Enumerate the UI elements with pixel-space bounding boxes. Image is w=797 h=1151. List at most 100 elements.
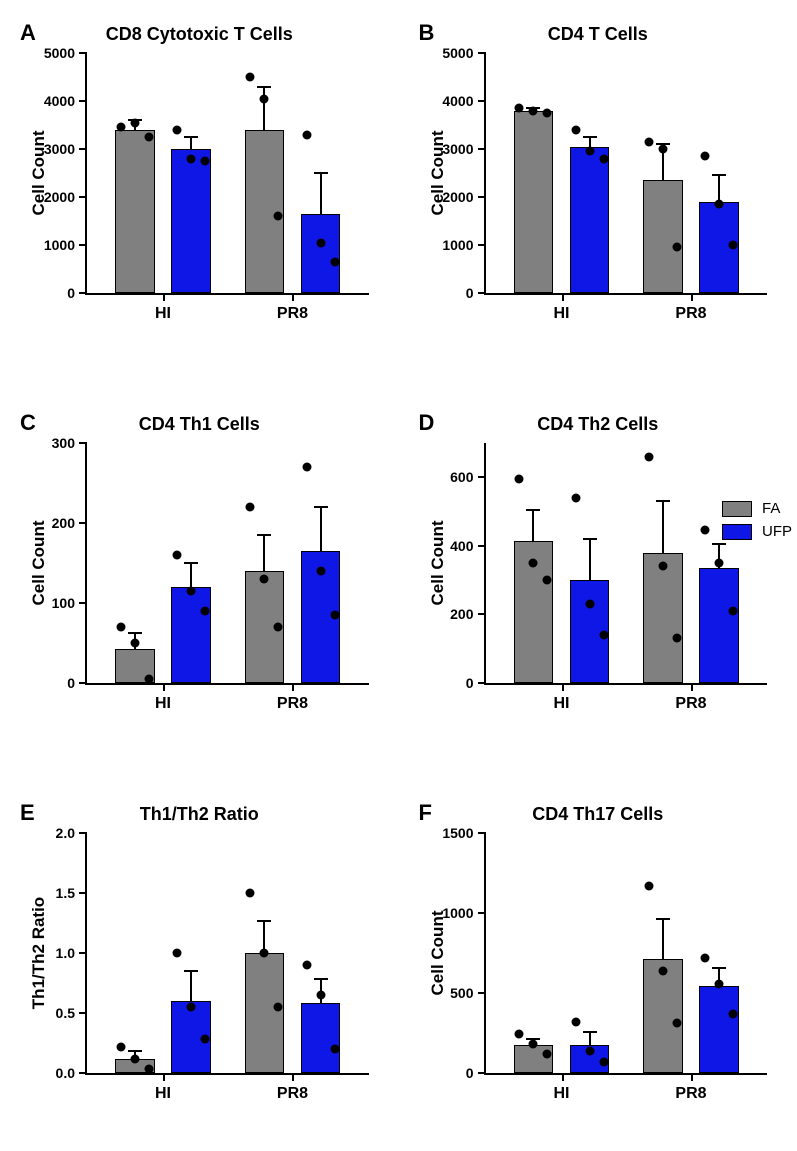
- data-point: [130, 118, 139, 127]
- data-point: [330, 257, 339, 266]
- y-tick-label: 5000: [442, 45, 485, 61]
- data-point: [585, 1046, 594, 1055]
- x-axis: HI PR8: [486, 1073, 768, 1113]
- error-cap: [314, 978, 328, 980]
- y-tick-label: 1.0: [56, 945, 87, 961]
- x-group-label: PR8: [675, 1085, 706, 1103]
- error-bar: [532, 510, 534, 541]
- data-point: [274, 1003, 283, 1012]
- y-tick-label: 200: [52, 515, 87, 531]
- error-bar: [320, 173, 322, 214]
- error-bar: [190, 137, 192, 149]
- error-bar: [263, 535, 265, 571]
- x-group-label: HI: [155, 695, 171, 713]
- data-point: [246, 73, 255, 82]
- data-point: [144, 1065, 153, 1074]
- panel-D: DCD4 Th2 CellsCell Count0200400600HIPR8: [419, 410, 778, 740]
- y-tick-label: 100: [52, 595, 87, 611]
- panel-letter: E: [20, 800, 35, 826]
- data-point: [585, 147, 594, 156]
- x-tick: [562, 1073, 564, 1081]
- bar-ufp: [699, 568, 738, 683]
- y-tick-label: 0: [67, 675, 87, 691]
- y-tick-label: 1500: [442, 825, 485, 841]
- y-tick-label: 500: [450, 985, 485, 1001]
- data-point: [201, 157, 210, 166]
- data-point: [302, 463, 311, 472]
- data-point: [144, 675, 153, 684]
- data-point: [644, 452, 653, 461]
- x-group-label: HI: [554, 1085, 570, 1103]
- x-group-label: HI: [554, 305, 570, 323]
- error-bar: [190, 563, 192, 587]
- y-tick-label: 600: [450, 469, 485, 485]
- x-tick: [292, 683, 294, 691]
- error-cap: [257, 920, 271, 922]
- y-tick-label: 400: [450, 538, 485, 554]
- data-point: [130, 1054, 139, 1063]
- data-point: [330, 1045, 339, 1054]
- data-point: [543, 576, 552, 585]
- data-point: [173, 949, 182, 958]
- x-tick: [691, 683, 693, 691]
- bar-fa: [643, 553, 682, 683]
- data-point: [316, 238, 325, 247]
- data-point: [729, 607, 738, 616]
- data-point: [599, 631, 608, 640]
- x-group-label: PR8: [675, 305, 706, 323]
- error-cap: [583, 1031, 597, 1033]
- y-tick-label: 1000: [442, 237, 485, 253]
- x-group-label: PR8: [277, 305, 308, 323]
- bar-fa: [643, 959, 682, 1073]
- data-point: [260, 94, 269, 103]
- data-point: [644, 881, 653, 890]
- x-tick: [163, 683, 165, 691]
- x-tick: [292, 293, 294, 301]
- y-axis-label: Cell Count: [428, 911, 448, 996]
- error-cap: [583, 538, 597, 540]
- x-axis: HIPR8: [87, 1073, 369, 1113]
- plot-area: Cell Count050010001500HIPR8: [484, 833, 768, 1075]
- data-point: [529, 1040, 538, 1049]
- y-tick-label: 0: [466, 675, 486, 691]
- panel-title: CD4 Th2 Cells: [419, 414, 778, 435]
- y-axis-label: Cell Count: [29, 521, 49, 606]
- data-point: [144, 133, 153, 142]
- bar-ufp: [171, 149, 210, 293]
- data-point: [274, 212, 283, 221]
- data-point: [729, 241, 738, 250]
- data-point: [201, 1035, 210, 1044]
- x-axis: HI PR8: [486, 293, 768, 333]
- data-point: [316, 567, 325, 576]
- bar-ufp: [301, 1003, 340, 1073]
- x-axis: HIPR8: [87, 293, 369, 333]
- panel-title: Th1/Th2 Ratio: [20, 804, 379, 825]
- error-cap: [184, 970, 198, 972]
- panel-E: ETh1/Th2 RatioTh1/Th2 Ratio0.00.51.01.52…: [20, 800, 379, 1130]
- y-tick-label: 3000: [44, 141, 87, 157]
- panel-B: BCD4 T CellsCell Count010002000300040005…: [419, 20, 778, 350]
- data-point: [246, 503, 255, 512]
- data-point: [187, 1003, 196, 1012]
- data-point: [515, 104, 524, 113]
- error-cap: [257, 86, 271, 88]
- y-axis-label: Th1/Th2 Ratio: [29, 897, 49, 1009]
- error-bar: [662, 501, 664, 552]
- data-point: [701, 526, 710, 535]
- y-tick-label: 2000: [442, 189, 485, 205]
- data-point: [715, 559, 724, 568]
- error-cap: [526, 509, 540, 511]
- data-point: [201, 607, 210, 616]
- error-cap: [583, 136, 597, 138]
- x-tick: [691, 293, 693, 301]
- x-group-label: PR8: [277, 695, 308, 713]
- x-group-label: PR8: [675, 695, 706, 713]
- data-point: [644, 137, 653, 146]
- panel-C: CCD4 Th1 CellsCell Count0100200300HIPR8: [20, 410, 379, 740]
- x-axis: HI PR8: [87, 683, 369, 723]
- data-point: [529, 106, 538, 115]
- panel-A: ACD8 Cytotoxic T CellsCell Count01000200…: [20, 20, 379, 350]
- data-point: [701, 953, 710, 962]
- data-point: [543, 109, 552, 118]
- error-bar: [589, 1032, 591, 1045]
